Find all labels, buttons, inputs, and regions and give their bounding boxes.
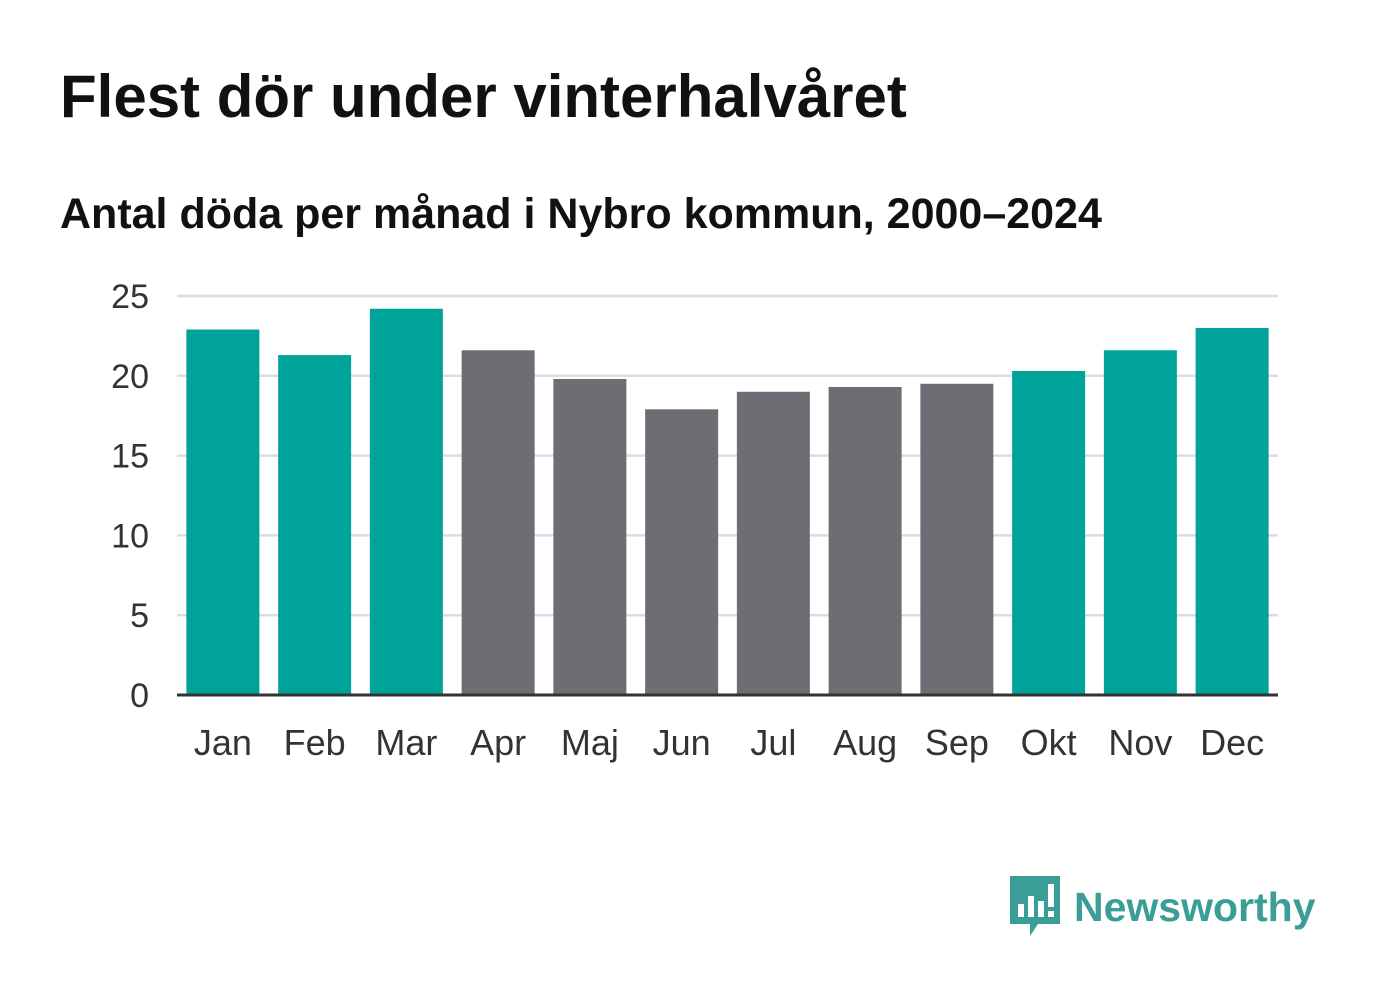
bar-jul: [736, 391, 810, 695]
bar-maj: [553, 378, 627, 695]
bar-chart: 0 5 10 15 20 25 Jan Feb Mar Apr Maj Jun Jul Aug Sep Ok…: [111, 278, 1278, 763]
y-axis-ticks: 0 5 10 15 20 25: [111, 278, 149, 715]
bar-okt: [1012, 371, 1086, 695]
bar-feb: [278, 355, 352, 695]
x-tick-label: Maj: [561, 722, 619, 763]
bar-jan: [186, 329, 260, 695]
x-tick-label: Jan: [194, 722, 252, 763]
x-tick-label: Nov: [1108, 722, 1172, 763]
gridlines: [177, 294, 1278, 617]
bar-mar: [369, 308, 443, 695]
y-tick-label: 25: [111, 278, 149, 316]
bar-apr: [461, 350, 535, 695]
newsworthy-logo-icon: [1010, 876, 1060, 936]
y-tick-label: 5: [130, 597, 149, 635]
x-tick-label: Jun: [653, 722, 711, 763]
chart-title: Flest dör under vinterhalvåret: [60, 63, 907, 130]
bar-aug: [828, 386, 902, 695]
chart-subtitle: Antal döda per månad i Nybro kommun, 200…: [60, 190, 1102, 238]
brand-logo: Newsworthy: [1010, 876, 1316, 938]
x-tick-label: Aug: [833, 722, 897, 763]
y-tick-label: 10: [111, 517, 149, 555]
x-tick-label: Jul: [750, 722, 796, 763]
x-tick-label: Mar: [375, 722, 437, 763]
brand-name: Newsworthy: [1074, 883, 1316, 930]
y-tick-label: 0: [130, 677, 149, 715]
x-tick-label: Sep: [925, 722, 989, 763]
y-tick-label: 20: [111, 358, 149, 396]
x-axis-labels: Jan Feb Mar Apr Maj Jun Jul Aug Sep Okt Nov Dec: [194, 722, 1264, 763]
x-tick-label: Dec: [1200, 722, 1264, 763]
bar-nov: [1103, 350, 1177, 695]
x-tick-label: Apr: [470, 722, 526, 763]
bars: [186, 308, 1269, 695]
bar-sep: [920, 383, 994, 695]
bar-jun: [645, 409, 719, 695]
y-tick-label: 15: [111, 438, 149, 476]
x-tick-label: Okt: [1021, 722, 1077, 763]
bar-dec: [1195, 327, 1269, 695]
x-tick-label: Feb: [284, 722, 346, 763]
